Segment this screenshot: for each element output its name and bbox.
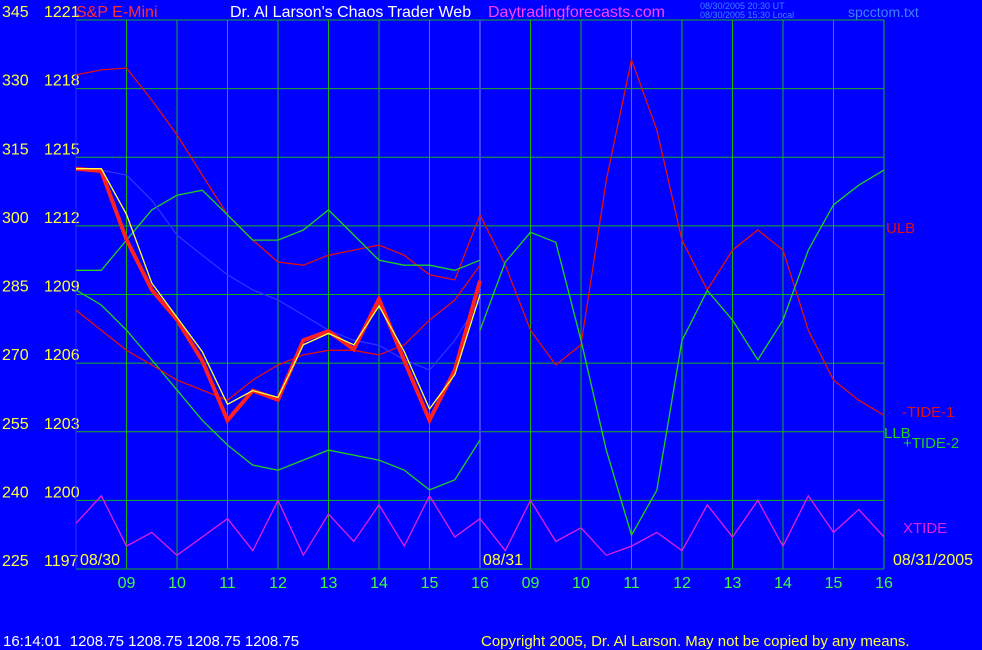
date-label: 08/31/2005 <box>893 552 973 569</box>
series-line <box>75 264 481 401</box>
series-line <box>76 168 481 411</box>
series-line <box>76 169 481 371</box>
y2-tick-label: 1221 <box>44 4 80 21</box>
timestamp: 08/30/2005 15:30 Local <box>700 10 794 20</box>
x-tick-label: 09 <box>118 575 136 592</box>
y-tick-label: 270 <box>2 347 29 364</box>
series-label: -TIDE-1 <box>902 404 955 421</box>
series-line <box>479 57 885 416</box>
y2-tick-label: 1206 <box>44 347 80 364</box>
y-tick-label: 240 <box>2 484 29 501</box>
y-tick-label: 255 <box>2 416 29 433</box>
x-tick-label: 15 <box>421 575 439 592</box>
y-tick-label: 315 <box>2 141 29 158</box>
series-label: LLB <box>884 425 911 442</box>
status-line: 16:14:01 1208.75 1208.75 1208.75 1208.75 <box>3 633 299 650</box>
timestamp: 08/30/2005 20:30 UT <box>700 1 785 11</box>
x-tick-label: 14 <box>774 575 792 592</box>
x-tick-label: 11 <box>623 575 640 592</box>
x-tick-label: 09 <box>522 575 540 592</box>
x-tick-label: 10 <box>572 575 590 592</box>
y2-tick-label: 1215 <box>44 141 80 158</box>
x-tick-label: 13 <box>320 575 338 592</box>
series-line <box>76 189 481 271</box>
date-label: 08/30 <box>80 552 120 569</box>
y-tick-label: 225 <box>2 553 29 570</box>
y-tick-label: 345 <box>2 4 29 21</box>
y-tick-label: 330 <box>2 73 29 90</box>
y2-tick-label: 1209 <box>44 279 80 296</box>
series-line <box>479 169 885 537</box>
y2-tick-label: 1203 <box>44 416 80 433</box>
x-tick-label: 16 <box>875 575 893 592</box>
x-tick-label: 14 <box>370 575 388 592</box>
x-tick-label: 15 <box>825 575 843 592</box>
site-name: Daytradingforecasts.com <box>488 4 665 21</box>
x-tick-label: 10 <box>168 575 186 592</box>
x-tick-label: 12 <box>673 575 691 592</box>
y-tick-label: 285 <box>2 279 29 296</box>
series-label: XTIDE <box>903 520 947 537</box>
series-label: +TIDE-2 <box>903 435 959 452</box>
y-tick-label: 300 <box>2 210 29 227</box>
series-label: ULB <box>886 220 915 237</box>
y2-tick-label: 1197 <box>44 553 79 570</box>
x-tick-label: 16 <box>471 575 489 592</box>
chart-subtitle: Dr. Al Larson's Chaos Trader Web <box>230 4 471 21</box>
file-name: spcctom.txt <box>848 4 919 20</box>
copyright: Copyright 2005, Dr. Al Larson. May not b… <box>481 633 910 650</box>
series-line <box>75 67 481 281</box>
series-line <box>75 289 481 491</box>
date-label: 08/31 <box>483 552 523 569</box>
x-tick-label: 13 <box>724 575 742 592</box>
y2-tick-label: 1212 <box>44 210 80 227</box>
series-line <box>75 166 482 426</box>
x-tick-label: 12 <box>269 575 287 592</box>
series-line <box>75 494 885 557</box>
y2-tick-label: 1218 <box>44 73 80 90</box>
chart-title: S&P E-Mini <box>76 4 158 21</box>
y2-tick-label: 1200 <box>44 484 80 501</box>
x-tick-label: 11 <box>219 575 236 592</box>
